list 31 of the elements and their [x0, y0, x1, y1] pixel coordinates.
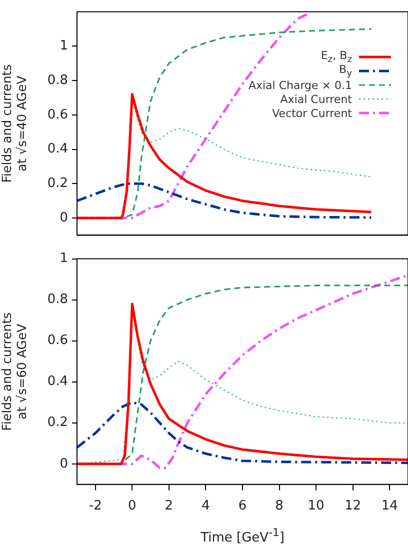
legend-label: B$_{y}$ [339, 62, 352, 80]
y-tick-label: 1 [60, 251, 68, 266]
y-tick-label: 0.6 [47, 333, 68, 348]
x-tick-label: 4 [202, 498, 210, 514]
y-axis-title: Fields and currents at √s=40 AGeV [0, 64, 29, 183]
x-tick-label: 8 [275, 498, 284, 514]
legend-label: E$_{z}$, B$_{z}$ [320, 48, 352, 66]
y-tick-label: 0 [60, 456, 68, 472]
x-tick-label: 10 [308, 498, 324, 514]
x-tick-label: 2 [164, 498, 174, 514]
y-tick-label: 0.4 [47, 374, 68, 390]
x-tick-label: 12 [344, 498, 362, 514]
legend-label: Axial Charge × 0.1 [248, 78, 352, 92]
x-tick-label: 0 [128, 498, 136, 514]
x-axis-title: Time [GeV$^{-1}$] [200, 526, 286, 546]
line-series [77, 401, 408, 464]
legend-label: Vector Current [272, 106, 352, 120]
y-tick-label: 0.2 [47, 415, 68, 430]
y-tick-label: 1 [60, 38, 68, 54]
y-tick-label: 0 [60, 210, 68, 226]
y-tick-label: 0.2 [47, 176, 68, 192]
x-tick-label: 14 [381, 498, 398, 514]
x-tick-label: -2 [88, 498, 102, 514]
x-tick-label: 6 [238, 498, 247, 514]
y-tick-label: 0.6 [47, 107, 68, 122]
legend-label: Axial Current [280, 92, 352, 106]
y-tick-label: 0.8 [47, 72, 68, 88]
line-series [77, 182, 372, 219]
y-tick-label: 0.8 [47, 292, 68, 308]
y-axis-title: Fields and currents at √s=60 AGeV [0, 312, 29, 431]
y-tick-label: 0.4 [47, 142, 68, 157]
